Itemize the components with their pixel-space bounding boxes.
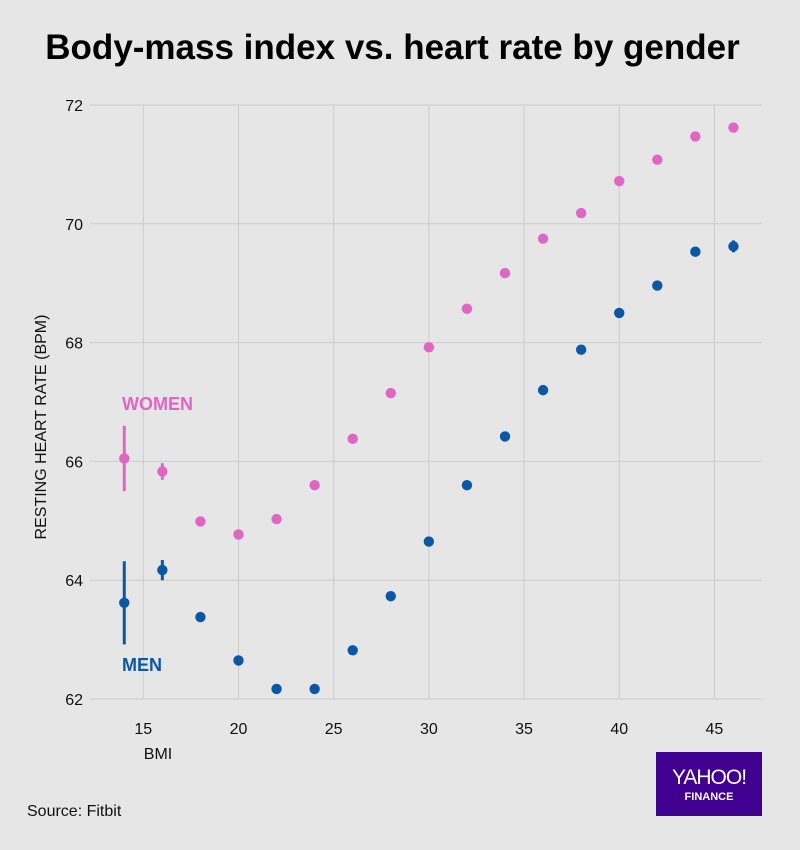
y-tick-label-64: 64 <box>65 573 83 590</box>
series-marks <box>119 122 739 695</box>
x-tick-label-40: 40 <box>610 721 628 738</box>
women-point-36 <box>537 233 549 244</box>
y-tick-label-70: 70 <box>65 217 83 234</box>
logo-subtitle: FINANCE <box>684 791 734 803</box>
men-point-36 <box>537 384 549 396</box>
women-point-34 <box>499 267 511 279</box>
women-point-20 <box>233 529 244 540</box>
women-point-46 <box>728 122 739 133</box>
y-tick-label-66: 66 <box>65 454 83 471</box>
men-point-32 <box>461 479 473 491</box>
men-point-30 <box>423 536 435 547</box>
men-series-label: MEN <box>122 655 162 675</box>
women-point-30 <box>423 342 435 353</box>
women-point-38 <box>575 207 587 219</box>
men-point-18 <box>195 611 206 623</box>
y-tick-label-68: 68 <box>65 336 83 353</box>
women-point-16 <box>157 466 168 477</box>
women-point-32 <box>461 303 473 314</box>
y-tick-labels: 62 64 66 68 70 72 <box>65 98 83 709</box>
chart-title: Body-mass index vs. heart rate by gender <box>45 28 740 67</box>
women-series-label: WOMEN <box>122 394 193 414</box>
x-axis-title: BMI <box>144 746 172 763</box>
y-axis-title: RESTING HEART RATE (BPM) <box>33 315 50 540</box>
men-point-40 <box>614 307 625 319</box>
men-point-44 <box>690 246 701 257</box>
x-tick-label-20: 20 <box>230 721 248 738</box>
x-tick-label-15: 15 <box>134 721 152 738</box>
women-point-26 <box>347 433 358 445</box>
men-point-24 <box>309 683 320 695</box>
y-gridlines <box>90 104 762 700</box>
men-point-42 <box>652 280 663 291</box>
men-point-38 <box>575 344 587 355</box>
y-tick-label-62: 62 <box>65 692 83 709</box>
women-point-22 <box>271 513 282 525</box>
women-point-44 <box>690 131 701 142</box>
source-note: Source: Fitbit <box>27 803 122 820</box>
men-point-14 <box>119 597 130 608</box>
women-point-40 <box>614 175 625 187</box>
men-point-16 <box>157 564 168 576</box>
x-tick-label-45: 45 <box>706 721 724 738</box>
women-point-42 <box>652 154 663 165</box>
women-point-28 <box>385 387 396 399</box>
logo-wordmark: YAHOO! <box>671 766 747 789</box>
women-point-24 <box>309 479 320 491</box>
x-tick-label-30: 30 <box>420 721 438 738</box>
women-point-14 <box>119 453 130 464</box>
women-point-18 <box>195 516 206 527</box>
x-tick-label-35: 35 <box>515 721 533 738</box>
men-point-28 <box>385 591 396 602</box>
men-point-46 <box>728 241 739 252</box>
men-point-22 <box>271 683 282 695</box>
men-point-26 <box>347 645 358 656</box>
men-point-20 <box>233 655 244 666</box>
men-point-34 <box>499 431 511 442</box>
y-tick-label-72: 72 <box>65 98 83 115</box>
x-gridlines <box>142 105 715 699</box>
yahoo-finance-logo: YAHOO! FINANCE <box>656 752 762 816</box>
x-tick-label-25: 25 <box>325 721 343 738</box>
x-tick-labels: 15 20 25 30 35 40 45 <box>134 721 723 738</box>
